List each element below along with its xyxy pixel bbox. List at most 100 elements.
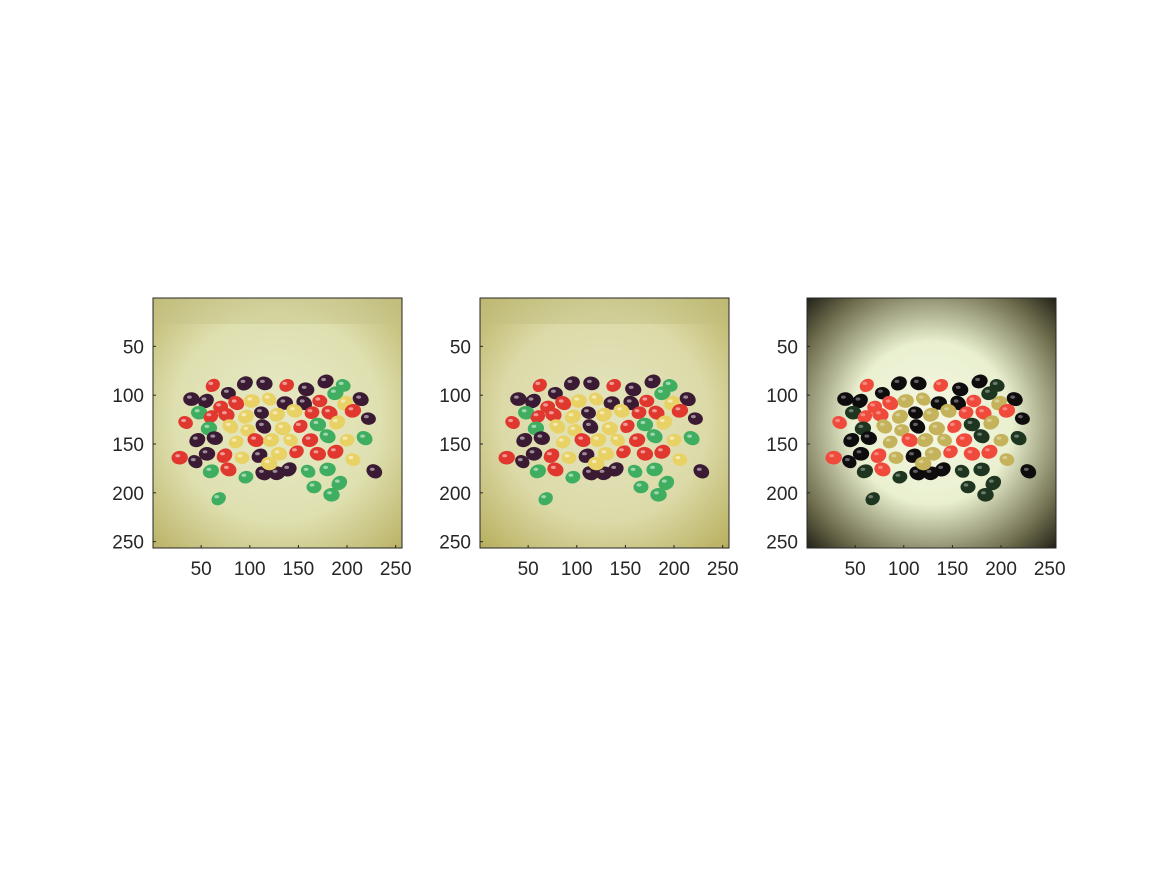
bean-highlight: [264, 459, 270, 464]
bean-highlight: [264, 395, 270, 399]
jelly-bean-purple: [533, 431, 550, 445]
bean-highlight: [876, 411, 881, 415]
bean-highlight: [988, 479, 994, 483]
jelly-bean-purple: [890, 376, 907, 391]
axes-frame: [152, 297, 403, 549]
jelly-bean-green: [650, 487, 667, 502]
jelly-bean-red: [963, 446, 981, 461]
bean-highlight: [985, 448, 990, 452]
bean-highlight: [963, 483, 969, 487]
bean-highlight: [961, 409, 967, 413]
bean-highlight: [659, 418, 665, 423]
bean-highlight: [216, 403, 222, 407]
jelly-bean-green: [973, 462, 990, 477]
bean-highlight: [519, 436, 525, 440]
jelly-bean-green: [323, 487, 340, 502]
jelly-bean-green: [300, 464, 316, 478]
bean-highlight: [862, 381, 868, 385]
bean-highlight: [654, 491, 659, 495]
jelly-bean-red: [671, 403, 689, 418]
y-tick-label: 250: [439, 533, 471, 554]
bean-highlight: [568, 473, 574, 477]
jelly-bean-red: [872, 407, 889, 422]
jelly-bean-purple: [581, 406, 596, 419]
bean-highlight: [502, 454, 508, 458]
jelly-bean-green: [331, 475, 348, 491]
jelly-bean-purple: [298, 382, 315, 397]
bean-highlight: [266, 436, 272, 440]
jelly-bean-purple: [860, 431, 877, 445]
jelly-bean-green: [960, 480, 976, 494]
jelly-bean-yellow: [561, 451, 577, 464]
jelly-bean-green: [646, 429, 663, 444]
y-tick-label: 200: [439, 484, 471, 505]
jelly-bean-red: [870, 448, 887, 463]
photo-background: [807, 298, 1056, 548]
jelly-bean-yellow: [940, 403, 957, 418]
y-tick-label: 100: [439, 386, 471, 407]
jelly-bean-green: [977, 487, 994, 502]
jelly-bean-red: [654, 444, 671, 459]
bean-highlight: [323, 465, 328, 469]
bean-highlight: [231, 399, 237, 403]
jelly-bean-red: [293, 419, 308, 434]
jelly-bean-purple: [206, 431, 223, 445]
jelly-bean-purple: [687, 412, 703, 425]
bean-highlight: [938, 465, 944, 469]
jelly-bean-green: [211, 492, 226, 506]
jelly-bean-yellow: [590, 433, 607, 448]
jelly-bean-red: [998, 403, 1016, 418]
bean-highlight: [517, 458, 523, 462]
x-tick-label: 250: [707, 559, 739, 580]
bean-highlight: [342, 436, 348, 440]
x-tick-label: 200: [658, 559, 690, 580]
bean-highlight: [201, 397, 207, 401]
bean-highlight: [331, 448, 336, 452]
bean-highlight: [514, 395, 519, 399]
y-tick-label: 150: [112, 435, 144, 456]
jelly-bean-green: [646, 462, 663, 477]
bean-highlight: [864, 434, 870, 438]
bean-highlight: [241, 413, 247, 417]
bean-highlight: [531, 424, 537, 428]
bean-highlight: [885, 399, 891, 403]
axis-ticks: 50 100 150 200 250 50 100 150 200 250: [112, 337, 411, 580]
bean-highlight: [926, 411, 932, 415]
x-tick-label: 150: [283, 559, 315, 580]
bean-highlight: [856, 450, 862, 454]
jelly-bean-red: [216, 448, 233, 463]
bean-highlight: [356, 395, 362, 399]
jelly-bean-red: [874, 462, 891, 477]
jelly-bean-yellow: [888, 451, 904, 464]
jelly-bean-yellow: [882, 435, 898, 449]
jelly-bean-red: [228, 395, 245, 411]
bean-highlight: [259, 422, 264, 426]
bean-highlight: [611, 465, 617, 469]
bean-highlight: [313, 420, 319, 425]
jelly-bean-red: [882, 395, 899, 411]
jelly-bean-red: [301, 433, 319, 447]
jelly-bean-red: [279, 378, 295, 392]
jelly-bean-yellow: [917, 433, 934, 448]
jelly-bean-red: [304, 406, 320, 420]
bean-highlight: [665, 381, 671, 385]
jelly-bean-yellow: [610, 433, 625, 447]
bean-highlight: [284, 465, 290, 469]
jelly-bean-red: [859, 378, 874, 393]
bean-highlight: [918, 395, 924, 399]
jelly-bean-red: [574, 433, 591, 448]
bean-highlight: [315, 397, 321, 401]
y-tick-label: 50: [777, 337, 798, 358]
bean-highlight: [636, 483, 642, 487]
bean-highlight: [237, 454, 243, 458]
jelly-bean-red: [312, 394, 328, 408]
bean-highlight: [190, 458, 196, 462]
bean-highlight: [241, 473, 247, 477]
bean-highlight: [278, 424, 284, 428]
jelly-bean-yellow: [564, 409, 581, 424]
bean-highlight: [210, 434, 216, 438]
bean-highlight: [547, 452, 552, 456]
bean-highlight: [885, 438, 891, 442]
bean-highlight: [224, 389, 229, 393]
axis-ticks: 50 100 150 200 250 50 100 150 200 250: [766, 337, 1065, 580]
